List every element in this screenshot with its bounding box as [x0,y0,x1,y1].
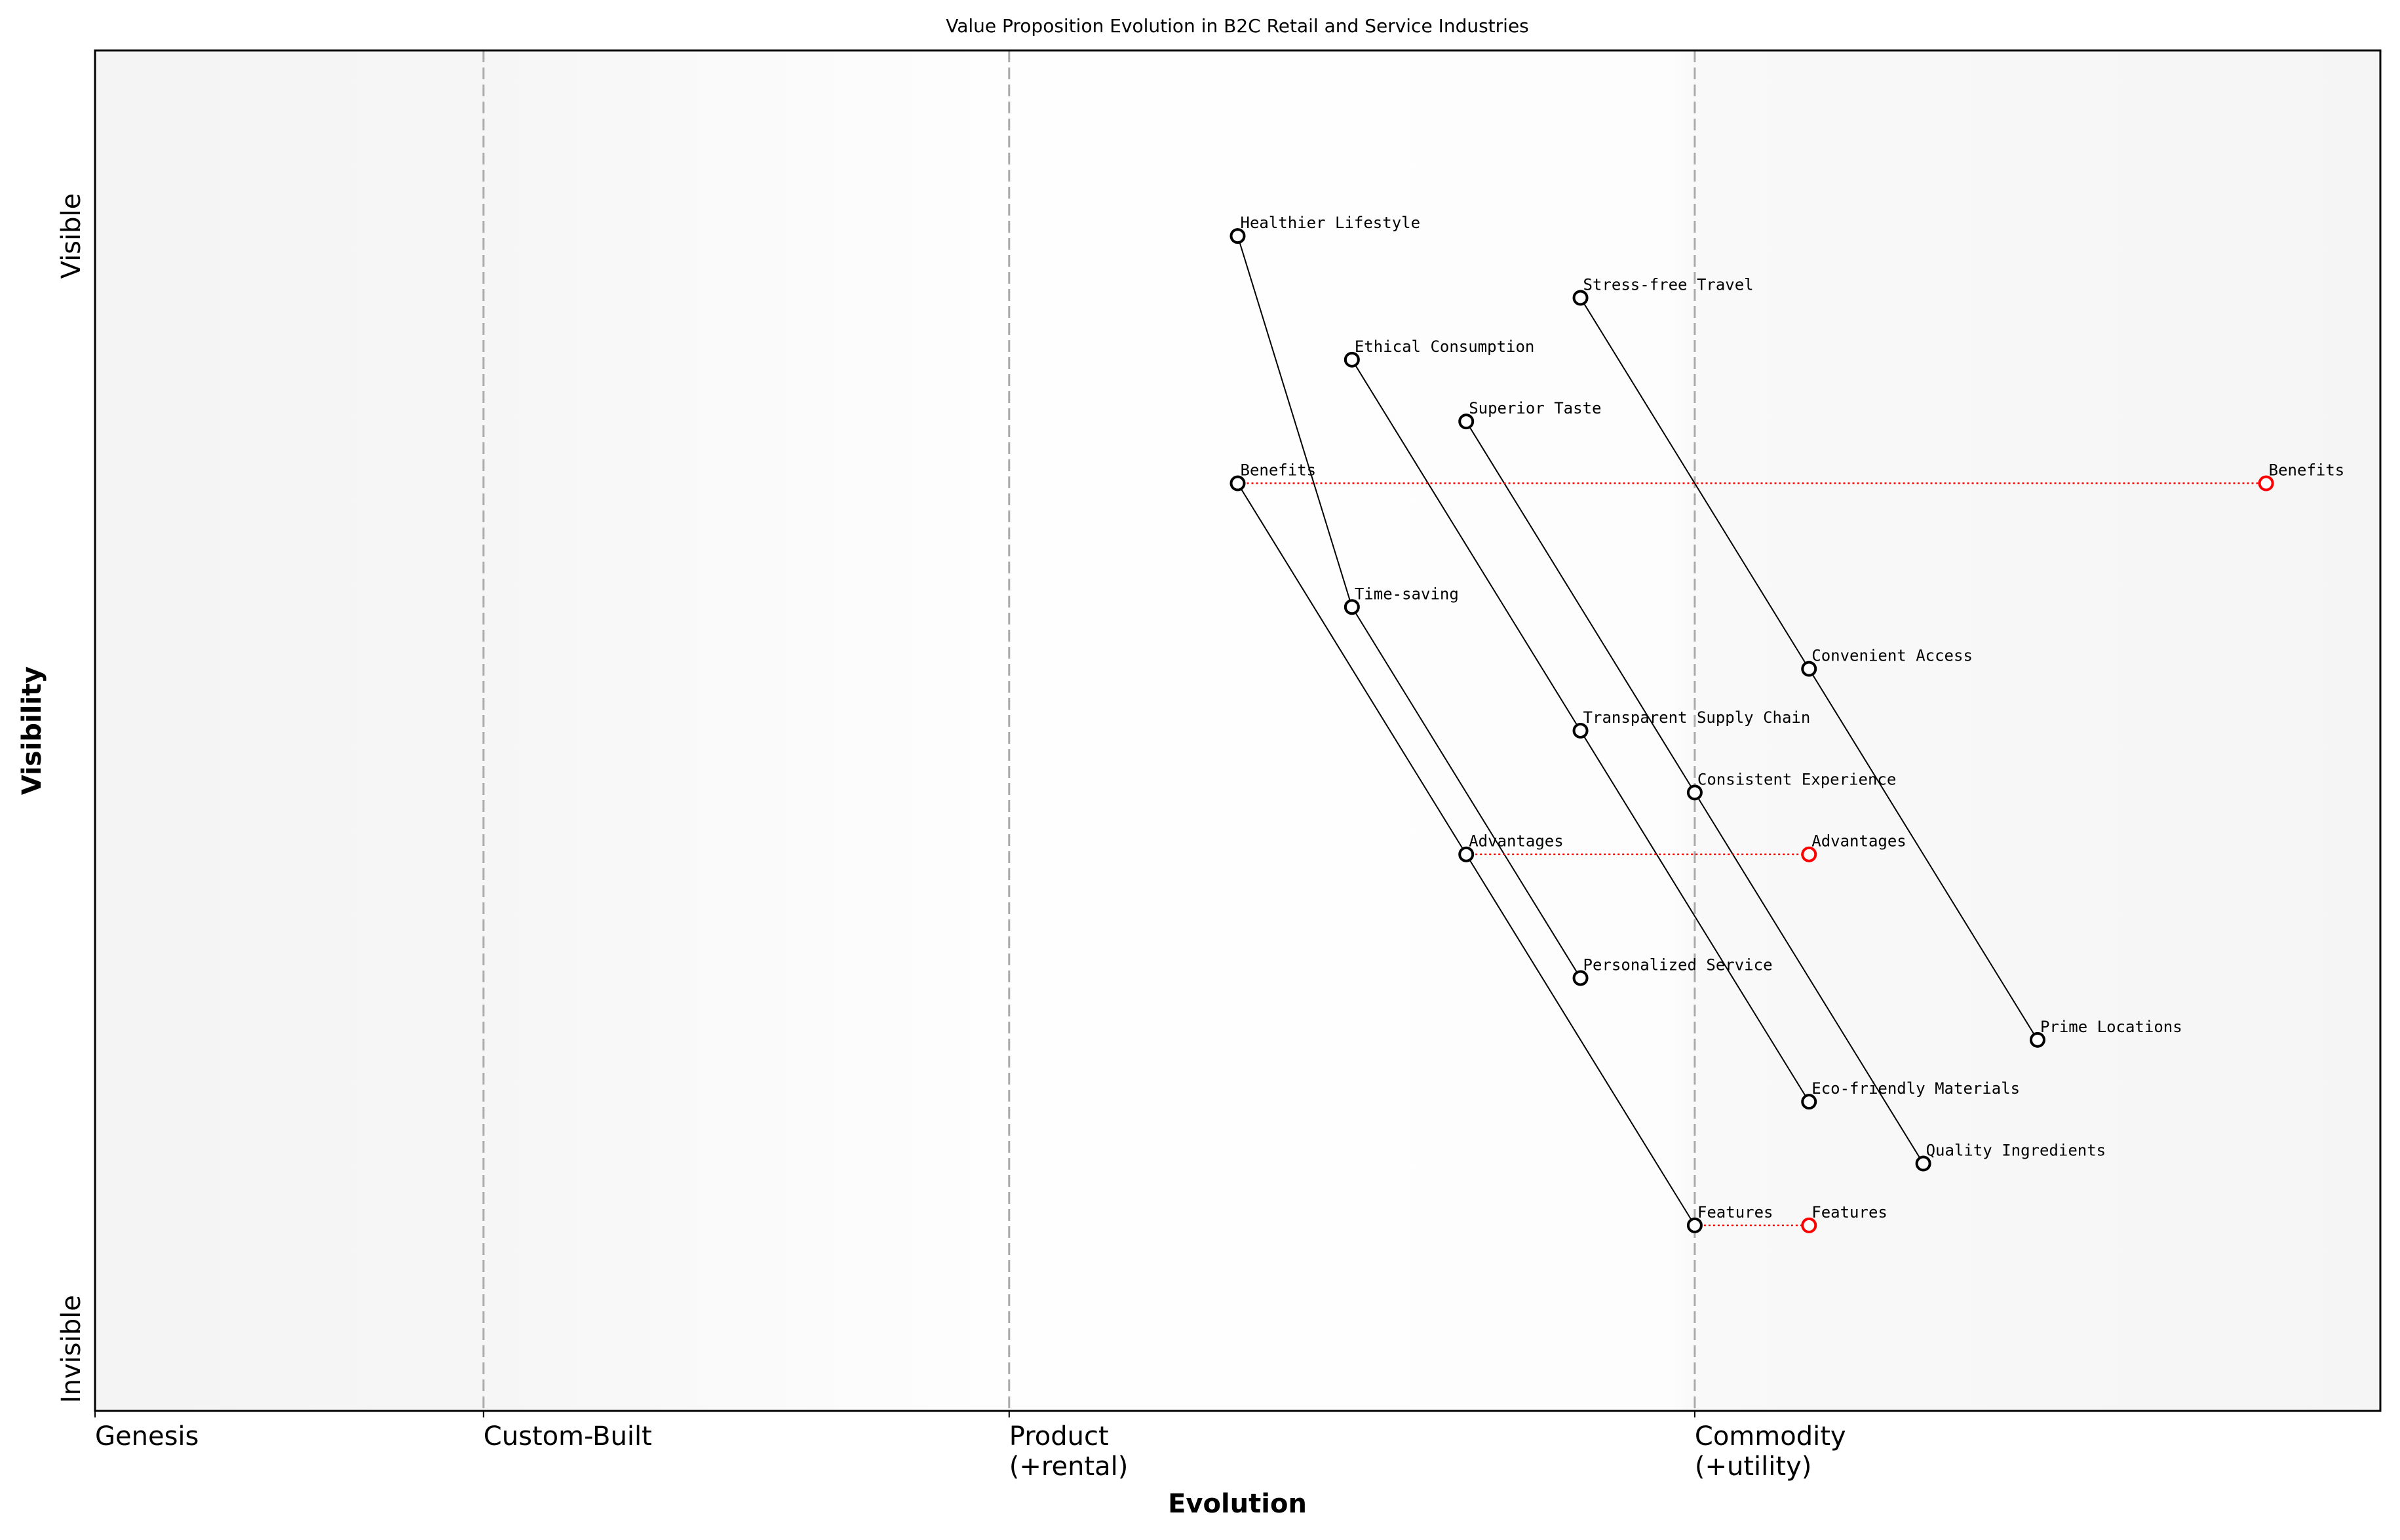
component-marker [1686,1217,1703,1233]
component-label: Benefits [1241,461,1317,480]
x-tick-label-line: Commodity [1695,1421,1846,1452]
component-label: Healthier Lifestyle [1241,214,1421,232]
x-tick-label: Product (+rental) [1009,1421,1129,1482]
y-tick-label: Invisible [56,1295,87,1403]
x-tick-label: Genesis [95,1421,199,1452]
component-label: Features [1697,1203,1773,1222]
component-label: Time-saving [1355,585,1459,603]
evolved-component-label: Advantages [1811,832,1906,851]
x-axis-label: Evolution [1168,1489,1307,1519]
x-tick-label: Custom-Built [484,1421,652,1452]
component-label: Transparent Supply Chain [1583,708,1811,727]
dependency-link [1351,359,1581,731]
component-label: Superior Taste [1469,399,1601,417]
component-label: Advantages [1469,832,1564,851]
dependency-link [1579,297,1810,670]
component-marker [1458,414,1475,430]
evolved-component-label: Benefits [2269,461,2345,480]
chart-title: Value Proposition Evolution in B2C Retai… [946,15,1529,37]
plot-frame [94,49,2382,1412]
dependency-link [1808,668,2038,1041]
component-label: Stress-free Travel [1583,275,1754,294]
component-marker [1229,475,1246,491]
x-tick-label: Commodity (+utility) [1695,1421,1846,1482]
component-label: Ethical Consumption [1355,337,1535,356]
evolved-component-marker [1801,846,1817,862]
evolved-component-marker [2258,475,2274,491]
dependency-link [1237,235,1353,607]
component-label: Personalized Service [1583,955,1773,974]
dependency-link [1351,606,1581,978]
component-marker [1801,1094,1817,1110]
x-tick-label-line: (+rental) [1009,1452,1129,1482]
component-label: Eco-friendly Materials [1811,1079,2020,1098]
component-marker [1344,599,1360,615]
component-label: Prime Locations [2040,1018,2182,1036]
dependency-link [1237,483,1467,855]
component-marker [2029,1031,2045,1048]
component-marker [1572,290,1589,306]
y-axis-label: Visibility [17,666,47,795]
component-marker [1686,784,1703,801]
x-tick-label-line: Genesis [95,1421,199,1452]
evolved-component-marker [1801,1217,1817,1233]
component-marker [1572,723,1589,739]
dependency-link [1465,854,1695,1226]
y-tick-label: Visible [56,193,87,279]
component-marker [1572,970,1589,986]
component-marker [1344,351,1360,368]
plot-background [95,50,2380,1411]
x-tick-label-line: Product [1009,1421,1109,1452]
component-label: Convenient Access [1811,647,1973,665]
component-marker [1915,1155,1931,1172]
evolved-component-label: Features [1811,1203,1887,1222]
x-tick-label-line: Custom-Built [484,1421,652,1452]
component-label: Quality Ingredients [1926,1142,2106,1160]
component-marker [1458,846,1475,862]
x-tick-label-line: (+utility) [1695,1452,1811,1482]
component-marker [1801,661,1817,677]
component-marker [1229,228,1246,244]
dependency-link [1579,730,1810,1102]
component-label: Consistent Experience [1697,770,1896,788]
